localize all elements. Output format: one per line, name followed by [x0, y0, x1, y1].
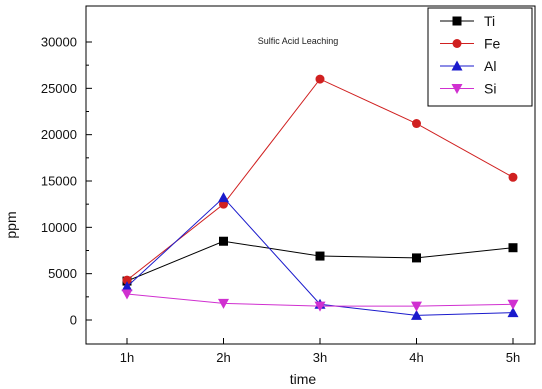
- data-point-al: [121, 281, 133, 292]
- x-axis-title: time: [290, 371, 317, 387]
- series-fe: [122, 74, 518, 285]
- legend-label-si: Si: [484, 81, 496, 97]
- legend: Ti Fe Al Si: [427, 7, 533, 107]
- y-tick-label: 15000: [41, 174, 77, 189]
- y-tick-label: 25000: [41, 81, 77, 96]
- legend-marker-al: [451, 60, 463, 71]
- series-line-fe: [126, 78, 514, 281]
- x-tick-label: 3h: [313, 350, 327, 365]
- legend-box: [427, 7, 533, 107]
- series-layer: [121, 74, 519, 320]
- legend-label-fe: Fe: [484, 36, 501, 52]
- y-tick-label: 5000: [48, 266, 77, 281]
- data-point-si: [121, 289, 133, 300]
- series-line-ti: [126, 240, 514, 282]
- legend-marker-fe: [452, 39, 462, 48]
- data-point-al: [507, 307, 519, 318]
- y-axis-title: ppm: [3, 211, 19, 238]
- data-point-ti: [412, 253, 421, 263]
- x-tick-label: 2h: [216, 350, 230, 365]
- x-tick-label: 5h: [506, 350, 520, 365]
- data-point-fe: [122, 275, 132, 285]
- y-tick-label: 0: [70, 313, 77, 328]
- data-point-ti: [219, 236, 228, 246]
- legend-marker-si: [451, 84, 463, 94]
- data-point-fe: [315, 74, 325, 84]
- axes: 0 5000 10000 15000 20000 25000 30000 1h 2h 3h 4h 5h: [41, 35, 520, 366]
- data-point-si: [507, 299, 519, 310]
- data-point-ti: [315, 251, 325, 261]
- y-tick-label: 20000: [41, 127, 77, 142]
- data-point-al: [218, 192, 229, 203]
- x-tick-label: 4h: [409, 350, 423, 365]
- chart-title: Sulfic Acid Leaching: [258, 36, 339, 46]
- series-ti: [122, 236, 518, 286]
- x-tick-label: 1h: [120, 350, 134, 365]
- data-point-ti: [508, 243, 518, 253]
- data-point-al: [411, 309, 422, 320]
- legend-item-si: Si: [440, 81, 496, 97]
- y-tick-label: 30000: [41, 35, 77, 50]
- data-point-fe: [508, 172, 518, 182]
- legend-marker-ti: [452, 16, 462, 26]
- y-tick-label: 10000: [41, 220, 77, 235]
- data-point-si: [314, 301, 326, 312]
- data-point-si: [218, 298, 229, 309]
- data-point-fe: [412, 119, 421, 129]
- legend-item-ti: Ti: [440, 13, 495, 29]
- legend-item-fe: Fe: [440, 36, 501, 52]
- data-point-si: [411, 301, 422, 312]
- series-si: [121, 289, 519, 312]
- legend-label-ti: Ti: [484, 13, 495, 29]
- plot-frame: [85, 5, 536, 345]
- legend-label-al: Al: [484, 58, 496, 74]
- legend-item-al: Al: [440, 58, 496, 74]
